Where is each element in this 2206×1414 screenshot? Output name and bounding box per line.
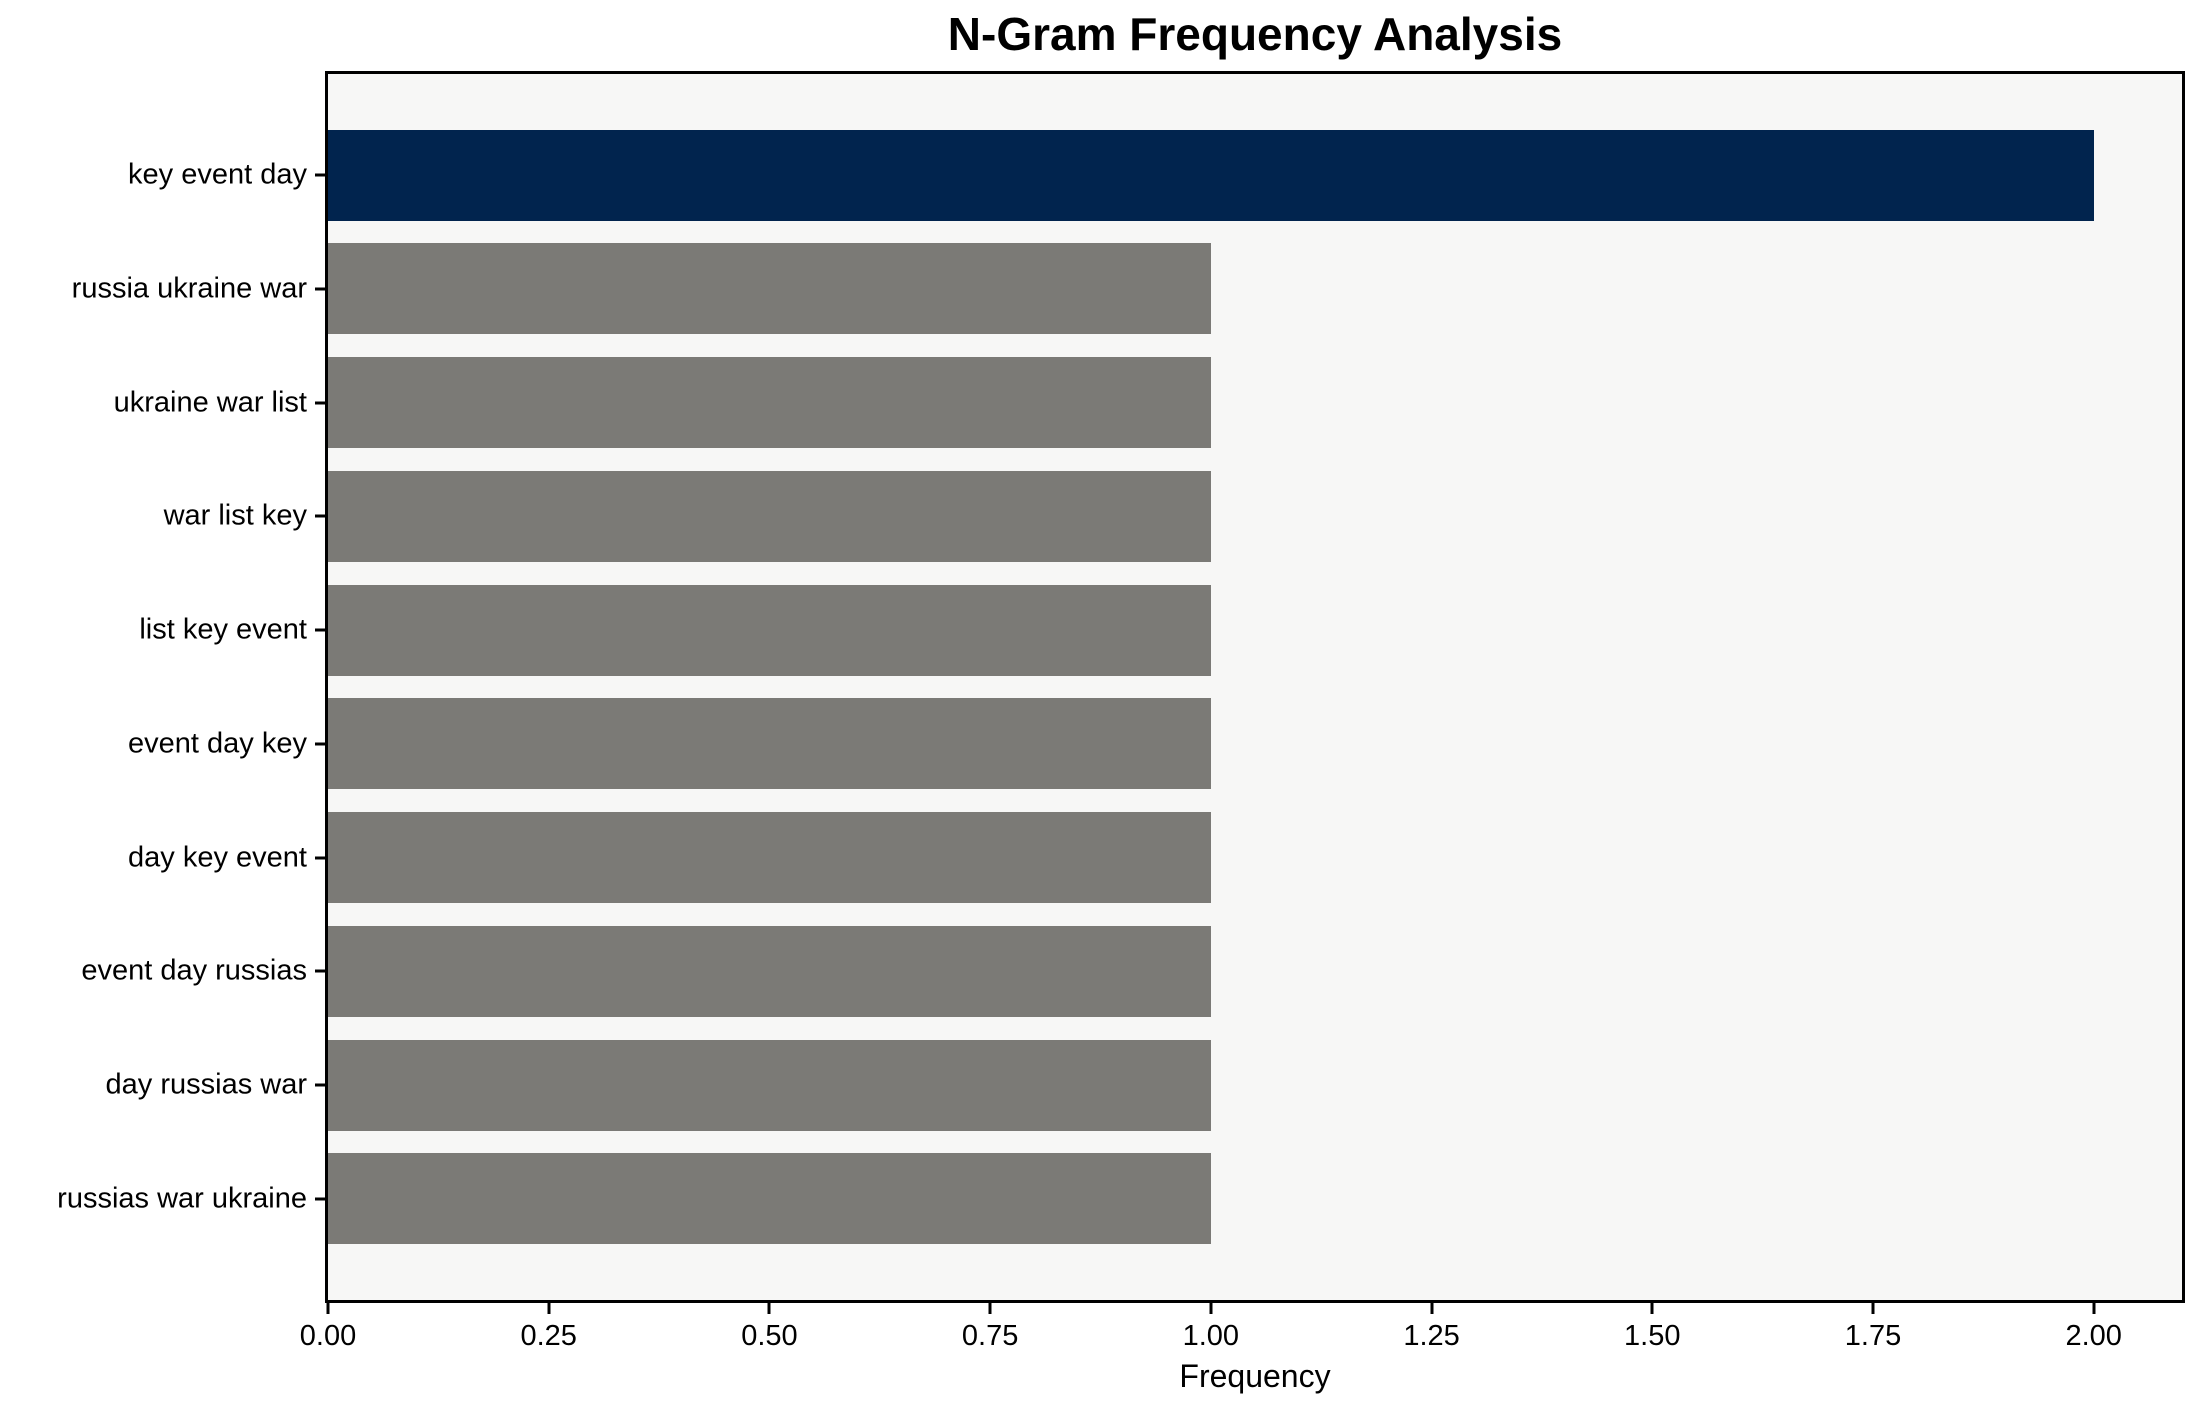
x-tick-label: 1.75 — [1844, 1320, 1902, 1352]
y-tick-label: event day russias — [81, 954, 307, 987]
y-tick-label: day key event — [128, 841, 307, 874]
x-tick-label: 2.00 — [2065, 1320, 2122, 1352]
x-axis-label: Frequency — [1179, 1358, 1331, 1394]
y-tick-mark — [315, 856, 325, 860]
y-tick-label: war list key — [163, 499, 307, 532]
x-tick-mark — [547, 1303, 551, 1314]
bar-ukraine-war-list — [328, 357, 1211, 449]
y-tick-mark — [315, 401, 325, 405]
y-tick-label: key event day — [128, 158, 307, 191]
y-tick-mark — [315, 514, 325, 518]
bar-day-key-event — [328, 812, 1211, 904]
x-tick-label: 1.50 — [1624, 1320, 1681, 1352]
y-tick-label: event day key — [128, 727, 307, 760]
bar-list-key-event — [328, 584, 1211, 676]
x-tick-mark — [988, 1303, 992, 1314]
x-tick-label: 0.00 — [299, 1320, 357, 1352]
x-tick-mark — [1650, 1303, 1654, 1314]
x-tick-label: 0.75 — [961, 1320, 1019, 1352]
bar-event-day-russias — [328, 925, 1211, 1017]
y-tick-mark — [315, 1083, 325, 1087]
axes: key event day russia ukraine war ukraine w… — [57, 71, 2185, 1352]
y-tick-label: russias war ukraine — [57, 1182, 307, 1215]
x-tick-label: 1.25 — [1403, 1320, 1460, 1352]
y-tick-mark — [315, 173, 325, 177]
y-tick-mark — [315, 628, 325, 632]
x-tick-mark — [1209, 1303, 1213, 1314]
bar-war-list-key — [328, 470, 1211, 562]
y-tick-label: ukraine war list — [113, 386, 307, 419]
y-tick-mark — [315, 1197, 325, 1201]
x-tick-mark — [767, 1303, 771, 1314]
x-tick-label: 1.00 — [1182, 1320, 1240, 1352]
y-tick-mark — [315, 969, 325, 973]
x-tick-mark — [326, 1303, 330, 1314]
bar-day-russias-war — [328, 1039, 1211, 1131]
bar-event-day-key — [328, 698, 1211, 790]
chart-title: N-Gram Frequency Analysis — [947, 8, 1563, 60]
x-tick-mark — [2092, 1303, 2096, 1314]
x-tick-label: 0.50 — [741, 1320, 798, 1352]
y-tick-mark — [315, 742, 325, 746]
bar-russias-war-ukraine — [328, 1153, 1211, 1245]
y-tick-label: list key event — [139, 613, 307, 646]
y-tick-mark — [315, 287, 325, 291]
x-tick-mark — [1871, 1303, 1875, 1314]
x-tick-mark — [1430, 1303, 1434, 1314]
bar-key-event-day — [328, 129, 2094, 221]
bar-russia-ukraine-war — [328, 243, 1211, 335]
y-tick-label: day russias war — [105, 1068, 307, 1101]
x-tick-label: 0.25 — [520, 1320, 577, 1352]
y-tick-label: russia ukraine war — [71, 272, 307, 305]
